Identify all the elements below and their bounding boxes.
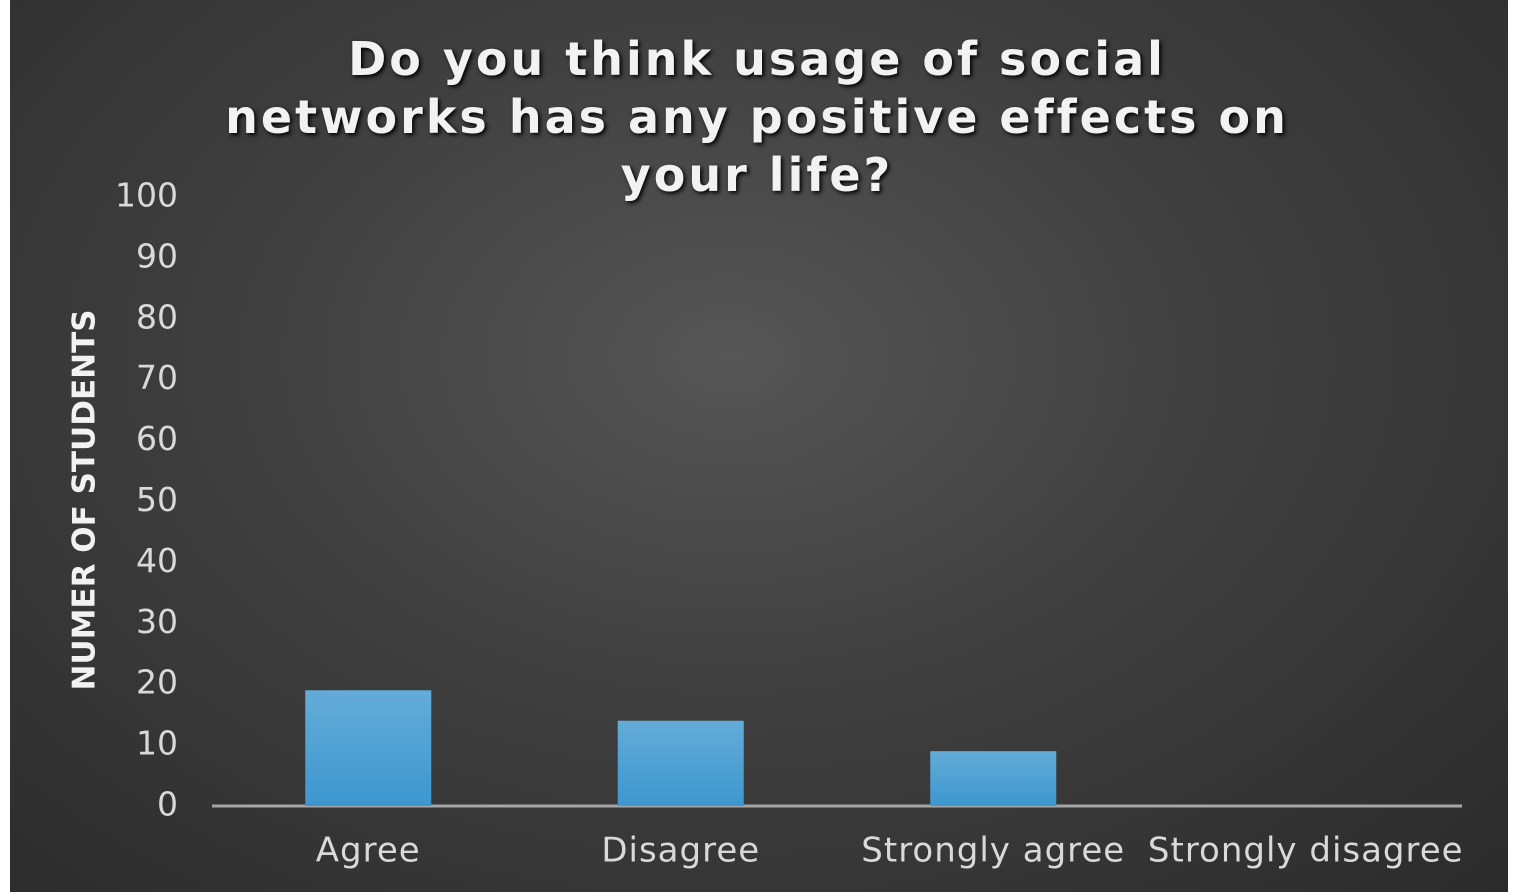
bar-sheen bbox=[617, 720, 744, 806]
y-tick-label: 60 bbox=[136, 419, 178, 458]
x-tick-label: Strongly disagree bbox=[1148, 831, 1464, 871]
y-tick-label: 10 bbox=[136, 724, 178, 763]
x-tick-label: Disagree bbox=[601, 831, 760, 871]
y-tick-label: 20 bbox=[136, 663, 178, 702]
bar-sheen bbox=[305, 690, 432, 806]
y-tick-label: 40 bbox=[136, 541, 178, 580]
y-tick-label: 80 bbox=[136, 297, 178, 336]
y-tick-label: 50 bbox=[136, 480, 178, 519]
x-tick-label: Agree bbox=[316, 831, 421, 871]
bar-sheen bbox=[930, 751, 1057, 806]
x-tick-label: Strongly agree bbox=[861, 831, 1125, 871]
chart-background bbox=[10, 0, 1508, 892]
y-tick-label: 70 bbox=[136, 358, 178, 397]
y-tick-label: 0 bbox=[157, 785, 178, 824]
y-tick-label: 90 bbox=[136, 236, 178, 275]
y-axis-label: NUMER OF STUDENTS bbox=[67, 309, 103, 690]
chart-title: Do you think usage of social networks ha… bbox=[225, 32, 1289, 202]
y-tick-label: 30 bbox=[136, 602, 178, 641]
y-tick-label: 100 bbox=[115, 176, 178, 215]
